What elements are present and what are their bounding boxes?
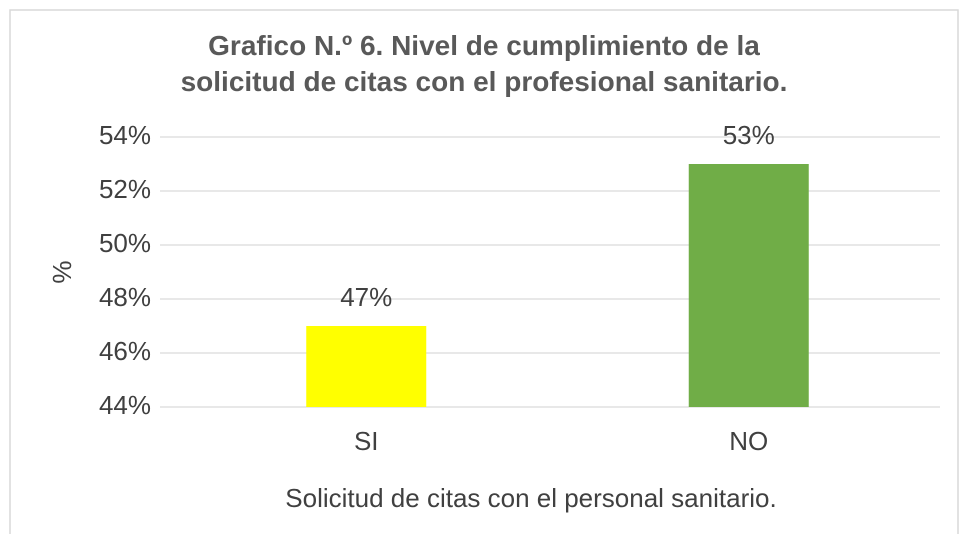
- data-label: 47%: [340, 282, 392, 312]
- bar: [306, 326, 427, 407]
- y-tick-label: 52%: [99, 174, 151, 204]
- x-axis-label: Solicitud de citas con el personal sanit…: [285, 483, 776, 513]
- bar: [688, 164, 809, 407]
- data-label: 53%: [723, 120, 775, 150]
- chart-title: Grafico N.º 6. Nivel de cumplimiento de …: [180, 30, 788, 97]
- y-tick-label: 44%: [99, 390, 151, 420]
- y-tick-label: 54%: [99, 120, 151, 150]
- y-axis-label: %: [47, 260, 77, 283]
- x-tick-label: SI: [354, 426, 379, 456]
- y-tick-label: 48%: [99, 282, 151, 312]
- x-tick-label: NO: [729, 426, 768, 456]
- y-tick-label: 50%: [99, 228, 151, 258]
- y-tick-label: 46%: [99, 336, 151, 366]
